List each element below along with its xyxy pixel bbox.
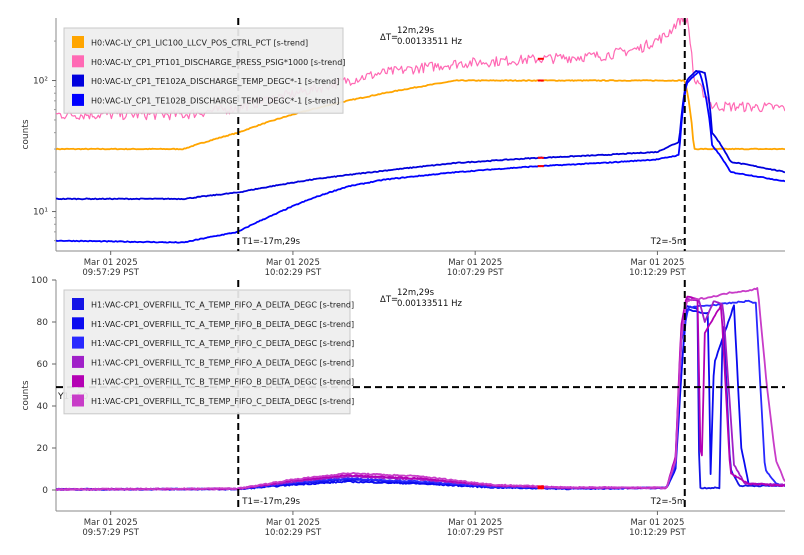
y-axis-label: counts [21,119,31,149]
legend-swatch [72,375,84,388]
series-line-6 [56,287,785,491]
legend-swatch [72,298,84,310]
legend-swatch [72,55,84,68]
series-group [56,18,785,244]
legend-swatch [72,74,84,87]
legend-box [63,289,351,415]
x-tick-label-time: 09:57:29 PST [82,528,139,538]
x-tick-label-time: 10:02:29 PST [265,268,322,278]
legend-entry: H1:VAC-CP1_OVERFILL_TC_B_TEMP_FIFO_A_DEL… [91,358,354,367]
legend-entry: H0:VAC-LY_CP1_TE102B_DISCHARGE_TEMP_DEGC… [91,96,339,105]
x-tick-label-date: Mar 01 2025 [266,518,320,528]
delta-time: 12m,29s [397,26,435,36]
y-tick-label: 80 [37,318,49,328]
delta-label: ΔT= [380,295,398,305]
delta-label: ΔT= [380,33,398,43]
y-tick-label: 10¹ [33,208,48,218]
legend-entry: H0:VAC-LY_CP1_PT101_DISCHARGE_PRESS_PSIG… [91,58,345,67]
y-tick-label: 10² [33,77,48,87]
x-tick-label-date: Mar 01 2025 [84,518,138,528]
series-line-1 [56,79,785,151]
legend-entry: H0:VAC-LY_CP1_LIC100_LLCV_POS_CTRL_PCT [… [91,39,308,48]
y-tick-label: 40 [37,402,49,412]
y-tick-label: 20 [37,444,49,454]
x-tick-label-date: Mar 01 2025 [630,258,684,268]
delta-frequency: 0.00133511 Hz [397,37,462,47]
t2-cursor-label: T2=-5m [650,497,685,507]
legend-swatch [72,336,84,349]
x-tick-label-date: Mar 01 2025 [630,518,684,528]
legend-box [63,27,344,114]
legend-swatch [72,93,84,106]
x-tick-label-time: 10:12:29 PST [629,528,686,538]
legend-entry: H1:VAC-CP1_OVERFILL_TC_B_TEMP_FIFO_C_DEL… [91,397,354,406]
delta-time: 12m,29s [397,288,435,298]
legend: H1:VAC-CP1_OVERFILL_TC_A_TEMP_FIFO_A_DEL… [63,289,354,415]
series-line-4 [56,70,785,244]
series-group [56,287,785,491]
x-tick-label-time: 10:07:29 PST [447,528,504,538]
y-tick-label: 60 [37,360,49,370]
series-line-3 [56,70,785,201]
legend: H0:VAC-LY_CP1_LIC100_LLCV_POS_CTRL_PCT [… [63,27,345,114]
legend-entry: H1:VAC-CP1_OVERFILL_TC_B_TEMP_FIFO_B_DEL… [91,378,354,387]
x-tick-label-date: Mar 01 2025 [266,258,320,268]
t1-cursor-label: T1=-17m,29s [241,237,300,247]
y-tick-label: 100 [31,276,48,286]
legend-swatch [72,317,84,330]
y-tick-label: 0 [42,486,48,496]
delta-frequency: 0.00133511 Hz [397,299,462,309]
legend-entry: H1:VAC-CP1_OVERFILL_TC_A_TEMP_FIFO_A_DEL… [91,301,354,310]
legend-swatch [72,394,84,407]
legend-entry: H1:VAC-CP1_OVERFILL_TC_A_TEMP_FIFO_B_DEL… [91,320,354,329]
legend-swatch [72,355,84,368]
x-tick-label-time: 10:02:29 PST [265,528,322,538]
t2-cursor-label: T2=-5m [650,237,685,247]
x-tick-label-time: 10:12:29 PST [629,268,686,278]
y-axis-label: counts [21,380,31,410]
t1-cursor-label: T1=-17m,29s [241,497,300,507]
x-tick-label-time: 09:57:29 PST [82,268,139,278]
legend-entry: H1:VAC-CP1_OVERFILL_TC_A_TEMP_FIFO_C_DEL… [91,339,354,348]
x-tick-label-date: Mar 01 2025 [448,518,502,528]
x-tick-label-time: 10:07:29 PST [447,268,504,278]
x-tick-label-date: Mar 01 2025 [84,258,138,268]
legend-swatch [72,36,84,48]
x-tick-label-date: Mar 01 2025 [448,258,502,268]
legend-entry: H0:VAC-LY_CP1_TE102A_DISCHARGE_TEMP_DEGC… [91,77,339,86]
